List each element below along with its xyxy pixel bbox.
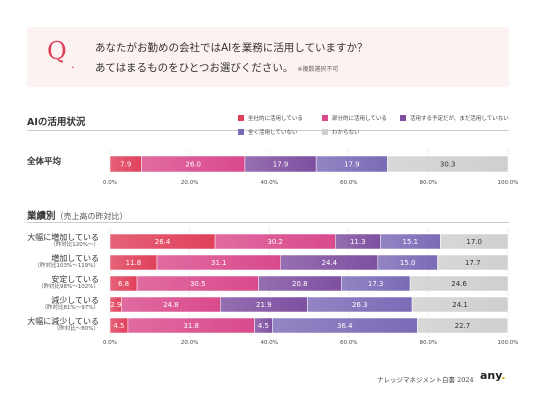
bar-value-1-2-2: 20.8 bbox=[292, 280, 308, 288]
bar-value-1-1-1: 31.1 bbox=[211, 259, 227, 267]
row-label-3: 減少している （昨対比81%〜97%） bbox=[27, 296, 99, 312]
overall-label: 全体平均 bbox=[27, 157, 62, 167]
legend-swatch-0 bbox=[238, 115, 244, 121]
legend-swatch-2 bbox=[400, 115, 406, 121]
bar-value-1-0-0: 26.4 bbox=[155, 238, 171, 246]
question-note: ※複数選択不可 bbox=[297, 66, 339, 73]
bar-value-1-0-1: 30.2 bbox=[267, 238, 283, 246]
tick-label-0-1: 20.0% bbox=[181, 180, 198, 186]
brand-logo: any. bbox=[480, 369, 506, 382]
legend-swatch-3 bbox=[238, 129, 244, 135]
bar-value-1-0-2: 11.3 bbox=[350, 238, 366, 246]
logo-dot: . bbox=[501, 369, 506, 382]
bar-1-0-4 bbox=[440, 233, 509, 250]
section2-title-text: 業績別 bbox=[27, 211, 56, 222]
bar-value-1-3-4: 24.1 bbox=[452, 301, 468, 309]
row-label-4-sub: （昨対比〜80%） bbox=[53, 326, 99, 332]
tick-label-0-0: 0.0% bbox=[103, 180, 117, 186]
bar-value-1-1-0: 11.8 bbox=[126, 259, 142, 267]
section1-title: AIの活用状況 bbox=[27, 117, 86, 128]
bar-value-1-0-3: 15.1 bbox=[402, 238, 418, 246]
bar-value-1-2-1: 30.5 bbox=[190, 280, 206, 288]
footer-text: ナレッジマネジメント白書 2024 bbox=[377, 376, 474, 384]
row-label-1-main: 増加している bbox=[51, 254, 99, 263]
bar-value-1-3-2: 21.9 bbox=[256, 301, 272, 309]
bar-value-1-3-0: 2.9 bbox=[110, 301, 121, 309]
tick-label-1-3: 60.0% bbox=[340, 340, 357, 346]
bar-value-1-1-2: 24.4 bbox=[322, 259, 338, 267]
bar-value-0-0-4: 30.3 bbox=[440, 161, 456, 169]
row-label-4-main: 大幅に減少している bbox=[27, 317, 99, 326]
bar-1-3-4 bbox=[411, 296, 509, 313]
bar-value-0-0-1: 26.0 bbox=[185, 161, 201, 169]
bar-value-1-3-3: 26.3 bbox=[352, 301, 368, 309]
bar-value-1-4-4: 22.7 bbox=[455, 322, 471, 330]
tick-label-1-1: 20.0% bbox=[181, 340, 198, 346]
bar-value-1-1-3: 15.0 bbox=[400, 259, 416, 267]
tick-label-1-2: 40.0% bbox=[260, 340, 277, 346]
question-line1: あなたがお勤めの会社ではAIを業務に活用していますか？ bbox=[95, 42, 368, 54]
legend-label-2: 活用する予定だが、まだ活用していない bbox=[410, 116, 509, 122]
legend-item-1: 部分的に活用している bbox=[322, 114, 387, 122]
legend-label-1: 部分的に活用している bbox=[332, 116, 387, 122]
row-label-2-main: 安定している bbox=[51, 275, 99, 284]
section2-subtitle: （売上高の昨対比） bbox=[55, 212, 128, 221]
bar-value-1-4-0: 4.5 bbox=[113, 322, 124, 330]
row-label-2-sub: （昨対比98%〜102%） bbox=[38, 284, 99, 290]
legend-item-3: 全く活用していない bbox=[238, 128, 297, 136]
bar-value-0-0-0: 7.9 bbox=[120, 161, 131, 169]
tick-label-1-4: 80.0% bbox=[420, 340, 437, 346]
row-label-1: 増加している （昨対比103%〜119%） bbox=[27, 254, 99, 270]
row-label-0-sub: （昨対比120%〜） bbox=[50, 242, 99, 248]
row-label-4: 大幅に減少している （昨対比〜80%） bbox=[27, 317, 99, 333]
bar-value-1-4-1: 31.8 bbox=[183, 322, 199, 330]
tick-label-0-3: 60.0% bbox=[340, 180, 357, 186]
legend-swatch-1 bbox=[322, 115, 328, 121]
logo-text: any bbox=[480, 369, 502, 382]
question-dot: . bbox=[71, 57, 75, 71]
row-label-2: 安定している （昨対比98%〜102%） bbox=[27, 275, 99, 291]
legend-label-0: 全社的に活用している bbox=[248, 116, 303, 122]
bar-1-2-4 bbox=[409, 275, 509, 292]
bar-value-1-2-0: 6.8 bbox=[118, 280, 129, 288]
row-label-0: 大幅に増加している （昨対比120%〜） bbox=[27, 233, 99, 249]
row-label-3-main: 減少している bbox=[51, 296, 99, 305]
legend-label-3: 全く活用していない bbox=[248, 130, 298, 136]
tick-label-0-2: 40.0% bbox=[260, 180, 277, 186]
bar-value-1-1-4: 17.7 bbox=[465, 259, 481, 267]
bar-value-1-0-4: 17.0 bbox=[466, 238, 482, 246]
question-mark: Q bbox=[47, 37, 67, 65]
bar-0-0-4 bbox=[387, 155, 509, 173]
bar-value-0-0-3: 17.9 bbox=[344, 161, 360, 169]
bar-value-1-3-1: 24.8 bbox=[163, 301, 179, 309]
question-line2: あてはまるものをひとつお選びください。 ※複数選択不可 bbox=[95, 60, 338, 75]
bar-value-1-2-3: 17.3 bbox=[368, 280, 384, 288]
tick-label-0-4: 80.0% bbox=[420, 180, 437, 186]
legend-item-4: わからない bbox=[322, 128, 360, 136]
legend-label-4: わからない bbox=[332, 130, 360, 136]
legend-item-0: 全社的に活用している bbox=[238, 114, 303, 122]
bar-value-0-0-2: 17.9 bbox=[273, 161, 289, 169]
section2-title: 業績別（売上高の昨対比） bbox=[27, 208, 128, 222]
row-label-0-main: 大幅に増加している bbox=[27, 233, 99, 242]
legend-item-2: 活用する予定だが、まだ活用していない bbox=[400, 114, 509, 122]
tick-label-1-5: 100.0% bbox=[498, 340, 519, 346]
bar-value-1-4-2: 4.5 bbox=[258, 322, 269, 330]
tick-label-0-5: 100.0% bbox=[498, 180, 519, 186]
question-line2-text: あてはまるものをひとつお選びください。 bbox=[95, 62, 294, 74]
section2-rule bbox=[27, 222, 509, 223]
bar-value-1-4-3: 36.4 bbox=[337, 322, 353, 330]
row-label-1-sub: （昨対比103%〜119%） bbox=[34, 263, 99, 269]
bar-1-4-4 bbox=[417, 317, 508, 334]
question-box: Q . あなたがお勤めの会社ではAIを業務に活用していますか？ あてはまるものを… bbox=[27, 27, 509, 87]
bar-value-1-2-4: 24.6 bbox=[451, 280, 467, 288]
section1-rule bbox=[27, 130, 509, 131]
bar-1-1-4 bbox=[437, 254, 509, 271]
legend-swatch-4 bbox=[322, 129, 328, 135]
row-label-3-sub: （昨対比81%〜97%） bbox=[41, 305, 99, 311]
tick-label-1-0: 0.0% bbox=[103, 340, 117, 346]
